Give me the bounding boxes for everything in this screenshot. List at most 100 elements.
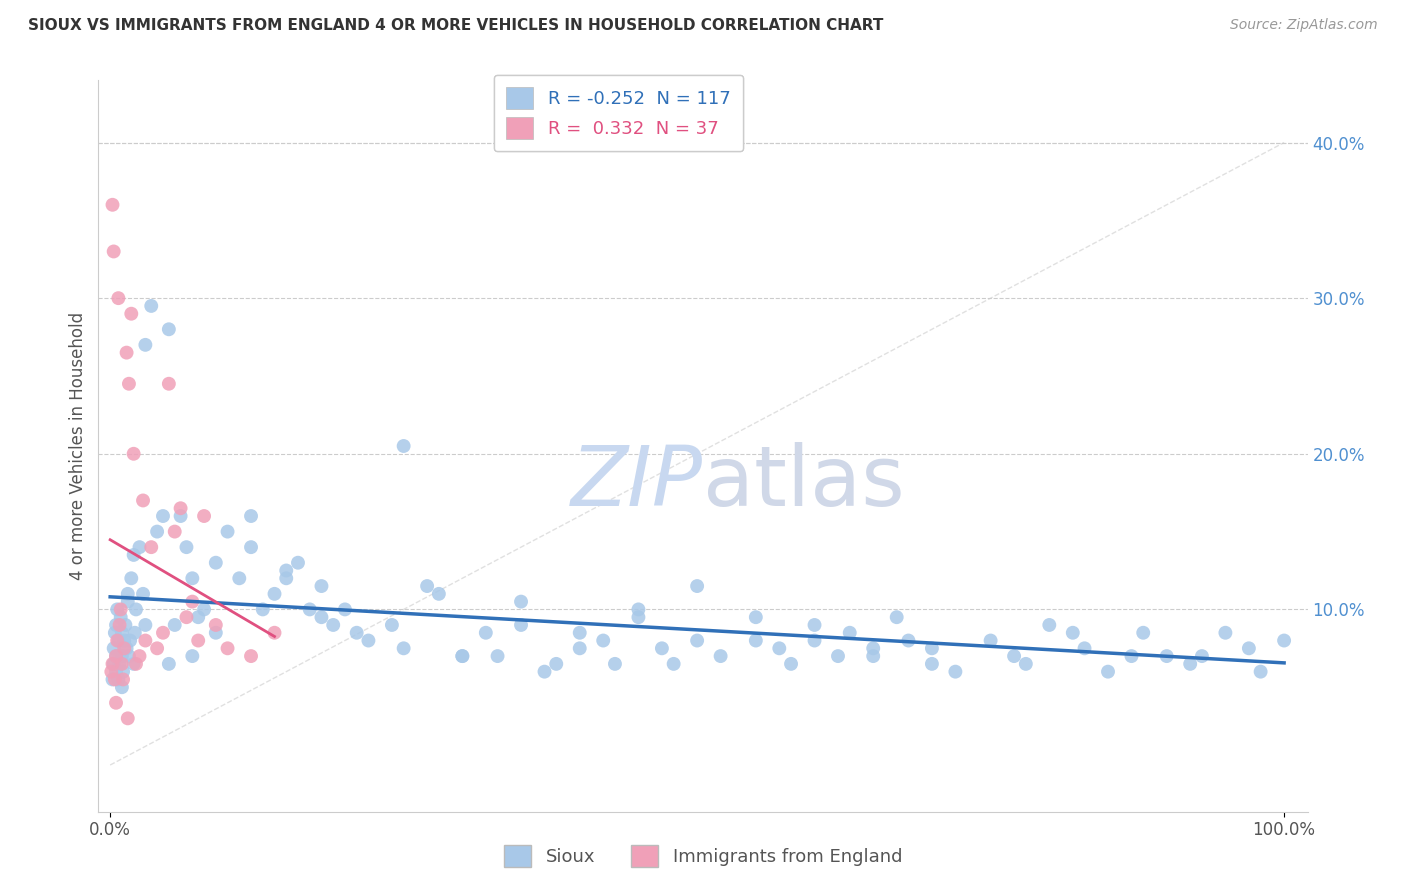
Point — [110, 602, 132, 616]
Point — [114, 618, 136, 632]
Point — [105, 696, 128, 710]
Point — [124, 625, 146, 640]
Point — [381, 618, 404, 632]
Text: Source: ZipAtlas.com: Source: ZipAtlas.com — [1230, 18, 1378, 32]
Point — [122, 657, 145, 671]
Point — [1215, 625, 1237, 640]
Point — [1272, 633, 1295, 648]
Point — [204, 556, 226, 570]
Point — [111, 649, 134, 664]
Point — [1250, 665, 1272, 679]
Point — [105, 602, 128, 616]
Point — [105, 665, 128, 679]
Point — [125, 602, 148, 616]
Point — [110, 610, 132, 624]
Point — [111, 657, 134, 671]
Point — [101, 657, 124, 671]
Point — [146, 641, 169, 656]
Point — [921, 641, 943, 656]
Legend: Sioux, Immigrants from England: Sioux, Immigrants from England — [496, 838, 910, 874]
Point — [132, 587, 155, 601]
Point — [780, 657, 803, 671]
Point — [103, 657, 125, 671]
Point — [176, 610, 198, 624]
Point — [745, 633, 768, 648]
Point — [122, 447, 145, 461]
Point — [252, 602, 274, 616]
Point — [1132, 625, 1154, 640]
Point — [134, 618, 156, 632]
Point — [568, 625, 591, 640]
Point — [827, 649, 849, 664]
Point — [1180, 657, 1202, 671]
Point — [134, 338, 156, 352]
Point — [240, 509, 263, 524]
Point — [803, 618, 825, 632]
Point — [117, 587, 139, 601]
Point — [125, 657, 148, 671]
Point — [157, 376, 180, 391]
Point — [838, 625, 860, 640]
Point — [1121, 649, 1143, 664]
Point — [803, 633, 825, 648]
Point — [141, 299, 163, 313]
Text: ZIP: ZIP — [571, 442, 703, 523]
Point — [132, 493, 155, 508]
Point — [103, 641, 125, 656]
Point — [1015, 657, 1038, 671]
Point — [427, 587, 450, 601]
Point — [745, 610, 768, 624]
Point — [118, 649, 141, 664]
Point — [228, 571, 250, 585]
Point — [862, 641, 884, 656]
Point — [392, 439, 415, 453]
Point — [204, 625, 226, 640]
Point — [122, 548, 145, 562]
Point — [346, 625, 368, 640]
Point — [111, 680, 134, 694]
Point — [980, 633, 1002, 648]
Legend: R = -0.252  N = 117, R =  0.332  N = 37: R = -0.252 N = 117, R = 0.332 N = 37 — [494, 75, 744, 152]
Point — [115, 345, 138, 359]
Point — [117, 594, 139, 608]
Point — [392, 641, 415, 656]
Point — [263, 625, 285, 640]
Point — [152, 509, 174, 524]
Point — [533, 665, 555, 679]
Point — [107, 291, 129, 305]
Point — [1002, 649, 1025, 664]
Point — [163, 524, 186, 539]
Point — [627, 602, 650, 616]
Point — [217, 641, 239, 656]
Point — [1191, 649, 1213, 664]
Point — [187, 610, 209, 624]
Point — [322, 618, 344, 632]
Point — [357, 633, 380, 648]
Point — [546, 657, 568, 671]
Text: SIOUX VS IMMIGRANTS FROM ENGLAND 4 OR MORE VEHICLES IN HOUSEHOLD CORRELATION CHA: SIOUX VS IMMIGRANTS FROM ENGLAND 4 OR MO… — [28, 18, 883, 33]
Point — [169, 509, 191, 524]
Point — [104, 673, 127, 687]
Point — [1097, 665, 1119, 679]
Point — [217, 524, 239, 539]
Point — [240, 649, 263, 664]
Point — [120, 571, 142, 585]
Point — [103, 244, 125, 259]
Point — [157, 322, 180, 336]
Point — [768, 641, 790, 656]
Point — [181, 571, 204, 585]
Point — [311, 610, 333, 624]
Point — [1156, 649, 1178, 664]
Point — [662, 657, 685, 671]
Point — [141, 540, 163, 554]
Point — [1237, 641, 1260, 656]
Point — [187, 633, 209, 648]
Point — [686, 633, 709, 648]
Y-axis label: 4 or more Vehicles in Household: 4 or more Vehicles in Household — [69, 312, 87, 580]
Point — [311, 579, 333, 593]
Point — [111, 625, 134, 640]
Point — [112, 665, 135, 679]
Point — [897, 633, 920, 648]
Point — [120, 307, 142, 321]
Point — [146, 524, 169, 539]
